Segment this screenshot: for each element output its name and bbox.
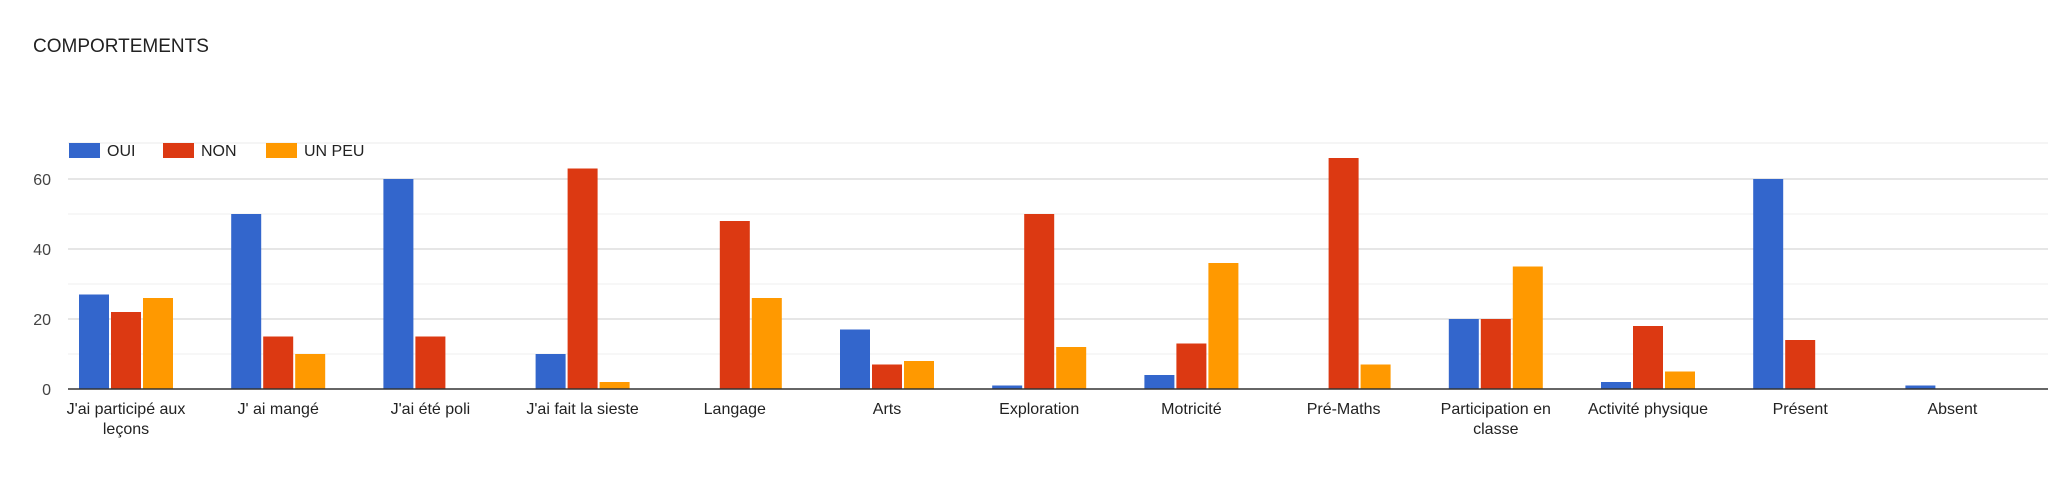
legend-label: NON bbox=[201, 143, 237, 160]
bar-oui bbox=[231, 214, 262, 389]
bar-non bbox=[1785, 340, 1816, 389]
x-tick-label: Arts bbox=[873, 401, 901, 418]
x-tick-label: J'ai été poli bbox=[391, 401, 471, 418]
bar-oui bbox=[1601, 382, 1631, 389]
bar-oui bbox=[1448, 319, 1479, 389]
bar-non bbox=[1480, 319, 1511, 389]
bar-un-peu bbox=[1360, 364, 1391, 389]
legend-swatch bbox=[163, 143, 194, 158]
bar-oui bbox=[992, 385, 1023, 389]
x-tick-label: J'ai fait la sieste bbox=[526, 401, 639, 418]
y-tick-label: 20 bbox=[33, 312, 51, 329]
bar-un-peu bbox=[599, 382, 630, 389]
bar-non bbox=[719, 221, 750, 389]
bar-un-peu bbox=[1208, 263, 1239, 389]
bar-non bbox=[567, 168, 598, 389]
x-tick-label: Langage bbox=[704, 401, 766, 418]
bar-oui bbox=[1144, 375, 1175, 389]
x-tick-label: Présent bbox=[1773, 401, 1829, 418]
legend-label: UN PEU bbox=[304, 143, 364, 160]
x-tick-label: Motricité bbox=[1161, 401, 1222, 418]
legend-swatch bbox=[266, 143, 297, 158]
y-tick-label: 60 bbox=[33, 172, 51, 189]
bar-un-peu bbox=[1512, 266, 1543, 389]
bar-non bbox=[1024, 214, 1055, 389]
bar-un-peu bbox=[1665, 371, 1695, 389]
bar-oui bbox=[535, 354, 566, 389]
legend: OUI NON UN PEU bbox=[69, 143, 364, 160]
chart-title: COMPORTEMENTS bbox=[33, 36, 209, 57]
x-tick-label: Activité physique bbox=[1588, 401, 1708, 418]
x-tick-label: Participation en classe bbox=[1441, 401, 1551, 438]
bar-non bbox=[111, 312, 141, 389]
legend-swatch bbox=[69, 143, 100, 158]
bar-oui bbox=[1905, 385, 1936, 389]
bar-un-peu bbox=[904, 361, 934, 389]
bar-oui bbox=[79, 294, 109, 389]
axes: 0 20 40 60 J'ai participé aux leçons J' ai man… bbox=[33, 172, 2048, 438]
bar-non bbox=[1328, 158, 1359, 389]
x-tick-label: J'ai participé aux leçons bbox=[67, 401, 186, 438]
bar-non bbox=[1633, 326, 1663, 389]
bar-un-peu bbox=[1056, 347, 1087, 389]
bar-un-peu bbox=[295, 354, 326, 389]
x-tick-label: Absent bbox=[1927, 401, 1977, 418]
x-tick-label: J' ai mangé bbox=[238, 401, 319, 418]
bar-un-peu bbox=[751, 298, 782, 389]
x-tick-label: Pré-Maths bbox=[1307, 401, 1381, 418]
bar-non bbox=[415, 336, 446, 389]
grid-lines bbox=[68, 142, 2048, 355]
y-tick-label: 40 bbox=[33, 242, 51, 259]
bar-un-peu bbox=[143, 298, 173, 389]
bars bbox=[79, 158, 1936, 389]
bar-oui bbox=[383, 179, 414, 389]
bar-non bbox=[1176, 343, 1207, 389]
bar-non bbox=[872, 364, 902, 389]
y-tick-label: 0 bbox=[42, 382, 51, 399]
bar-oui bbox=[840, 329, 870, 389]
x-tick-label: Exploration bbox=[999, 401, 1079, 418]
bar-oui bbox=[1753, 179, 1784, 389]
bar-non bbox=[263, 336, 294, 389]
legend-label: OUI bbox=[107, 143, 135, 160]
